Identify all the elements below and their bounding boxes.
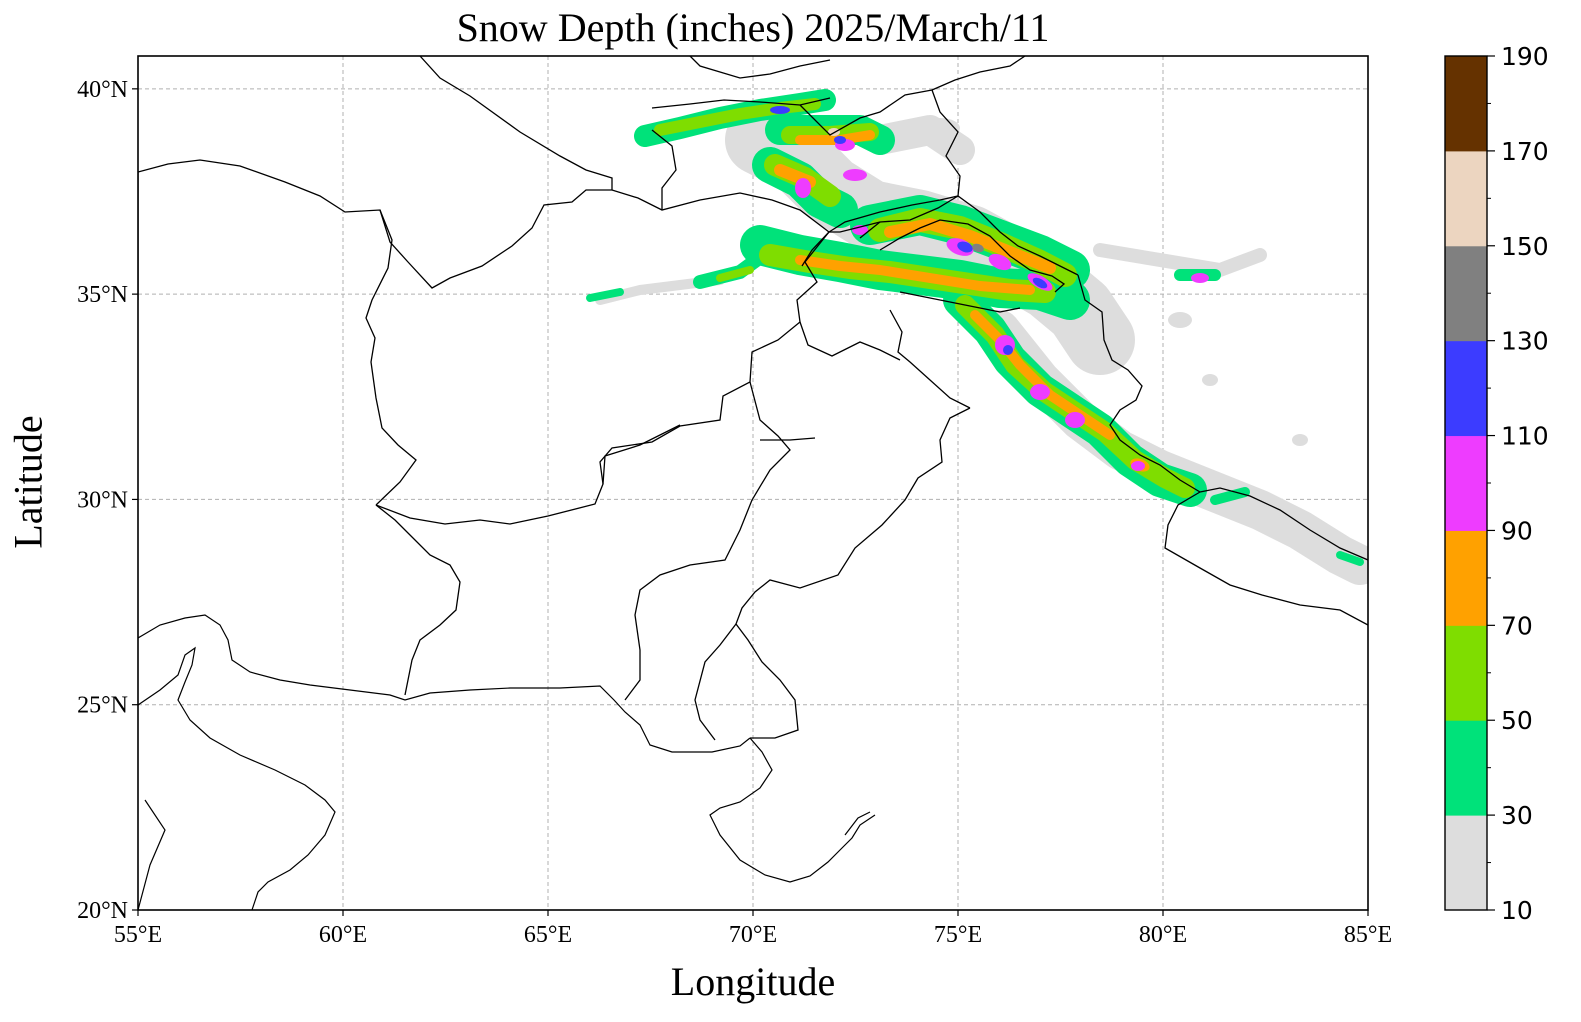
colorbar-label-9: 190 <box>1501 42 1549 71</box>
snow-patch <box>843 169 867 181</box>
coast-gujarat <box>709 737 876 883</box>
colorbar-label-1: 30 <box>1501 801 1533 830</box>
colorbar-label-6: 130 <box>1501 327 1549 356</box>
colorbar-swatch-3 <box>1445 530 1487 626</box>
y-tick-label-4: 40°N <box>77 77 128 103</box>
snow-patch <box>988 253 1012 271</box>
border-india-nepal <box>1164 487 1368 626</box>
border-loc <box>889 291 1021 409</box>
snow-band <box>884 218 1056 274</box>
border-kashmir-2 <box>801 219 1066 293</box>
chart-title: Snow Depth (inches) 2025/March/11 <box>456 5 1050 50</box>
snow-patch <box>1065 412 1085 428</box>
colorbar-swatch-1 <box>1445 720 1487 816</box>
snow-depth-fill <box>586 89 1368 585</box>
x-tick-label-3: 70°E <box>729 922 777 948</box>
border-afghanistan-pakistan <box>375 231 830 525</box>
colorbar-label-4: 90 <box>1501 516 1533 545</box>
snow-band <box>586 288 624 302</box>
axes: 55°E 60°E 65°E 70°E 75°E 80°E 85°E 20°N 25°N 30°N… <box>77 77 1392 948</box>
colorbar: 10 30 50 70 90 110 130 150 170 190 <box>1444 42 1549 925</box>
snow-patch <box>1003 345 1013 355</box>
country-borders <box>138 56 1368 741</box>
snow-band <box>1093 243 1267 277</box>
border-pakistan-india <box>735 407 971 739</box>
snow-patch <box>1292 434 1308 446</box>
x-tick-label-6: 85°E <box>1344 922 1392 948</box>
gridlines <box>138 56 1368 910</box>
colorbar-swatch-2 <box>1445 625 1487 721</box>
colorbar-swatch-0 <box>1445 815 1487 911</box>
snow-band <box>795 255 1035 295</box>
snow-patch <box>1131 461 1145 471</box>
colorbar-swatch-6 <box>1445 245 1487 342</box>
snow-patch <box>957 241 973 253</box>
snow-band <box>970 310 1115 440</box>
border-iran-pakistan-south <box>375 504 461 696</box>
snow-band <box>654 98 821 136</box>
y-tick-label-3: 35°N <box>77 282 128 308</box>
border-tajikistan <box>651 89 933 210</box>
x-tick-label-5: 80°E <box>1139 922 1187 948</box>
colorbar-swatch-5 <box>1445 340 1487 437</box>
colorbar-label-2: 50 <box>1501 706 1533 735</box>
x-tick-label-0: 55°E <box>114 922 162 948</box>
colorbar-label-7: 150 <box>1501 232 1549 261</box>
coast-oman <box>138 646 336 910</box>
colorbar-swatch-8 <box>1445 56 1487 152</box>
snow-patch <box>1030 384 1050 400</box>
snow-patch <box>1032 277 1048 289</box>
colorbar-swatch-4 <box>1445 435 1487 531</box>
snow-patch <box>834 136 846 144</box>
snow-patch <box>795 178 811 198</box>
border-ladakh-tibet <box>1077 274 1201 493</box>
snow-patch <box>972 243 984 253</box>
coastlines <box>138 614 876 910</box>
snow-band <box>716 266 754 282</box>
snow-patch <box>770 106 790 114</box>
snow-patch <box>1202 374 1218 386</box>
colorbar-label-3: 70 <box>1501 611 1533 640</box>
colorbar-label-5: 110 <box>1501 422 1549 451</box>
border-central-asia-north <box>138 56 613 300</box>
coast-oman-inland <box>138 799 166 910</box>
border-kashmir-1 <box>828 195 1079 276</box>
x-tick-label-1: 60°E <box>319 922 367 948</box>
snow-patch <box>1191 273 1209 283</box>
y-tick-label-1: 25°N <box>77 693 128 719</box>
colorbar-label-0: 10 <box>1501 896 1533 925</box>
x-tick-label-2: 65°E <box>524 922 572 948</box>
border-china-west <box>829 89 961 233</box>
border-pakistan-provinces <box>602 321 901 701</box>
x-axis-label: Longitude <box>670 959 836 1004</box>
snow-band <box>1336 551 1364 566</box>
border-afghanistan-north <box>138 159 830 289</box>
y-tick-label-2: 30°N <box>77 487 128 513</box>
border-india-gujarat <box>694 623 737 741</box>
coast-iran-pakistan <box>138 614 751 753</box>
colorbar-label-8: 170 <box>1501 137 1549 166</box>
y-tick-label-0: 20°N <box>77 898 128 924</box>
colorbar-swatch-7 <box>1445 150 1487 247</box>
border-iran-afghanistan <box>365 209 417 506</box>
border-kyrgyzstan <box>689 56 1026 91</box>
x-tick-label-4: 75°E <box>934 922 982 948</box>
snow-patch <box>1168 312 1192 328</box>
